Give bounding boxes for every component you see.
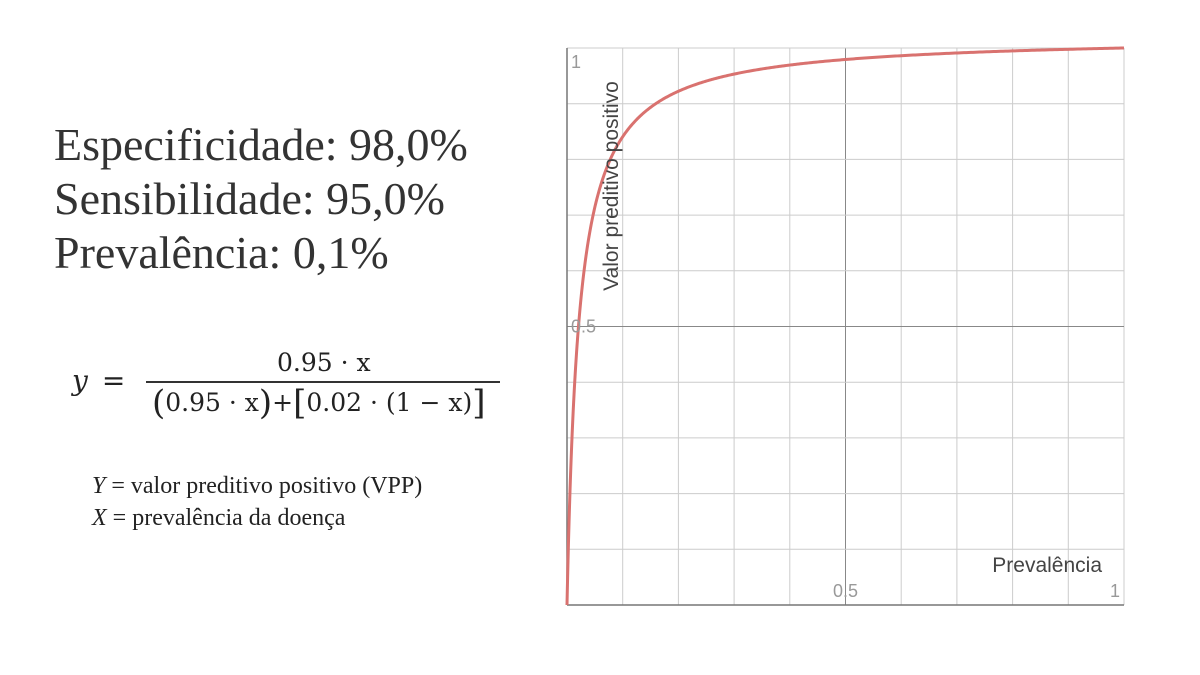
- legend-y-text: = valor preditivo positivo (VPP): [105, 473, 423, 499]
- x-tick-label: 1: [1110, 581, 1120, 601]
- formula-den-op: +: [272, 388, 294, 417]
- x-axis-title: Prevalência: [992, 554, 1102, 577]
- formula-fraction-bar: [146, 381, 500, 383]
- ppv-curve: [565, 46, 1125, 607]
- formula-denominator: (0.95 · x)+[0.02 · (1 − x)]: [152, 383, 486, 423]
- legend-x: X = prevalência da doença: [92, 502, 422, 534]
- legend-y-variable: Y: [92, 473, 106, 499]
- specificity-label: Especificidade: 98,0%: [54, 119, 468, 170]
- formula-equals: =: [101, 364, 126, 397]
- y-tick-label: 0.5: [571, 317, 596, 337]
- y-axis-title: Valor preditivo positivo: [600, 81, 623, 291]
- formula-y-variable: y: [72, 364, 88, 397]
- legend-x-variable: X: [92, 505, 107, 531]
- legend-y: Y = valor preditivo positivo (VPP): [92, 470, 422, 502]
- formula-numerator: 0.95 · x: [277, 348, 371, 377]
- y-tick-label: 1: [571, 52, 581, 72]
- legend-x-text: = prevalência da doença: [106, 505, 346, 531]
- test-stats: Especificidade: 98,0% Sensibilidade: 95,…: [54, 118, 468, 280]
- formula-lhs: y =: [72, 364, 125, 397]
- sensitivity-label: Sensibilidade: 95,0%: [54, 173, 445, 224]
- formula-den-left: 0.95 · x: [165, 388, 259, 417]
- x-tick-label: 0.5: [833, 581, 858, 601]
- prevalence-label: Prevalência: 0,1%: [54, 227, 389, 278]
- formula-den-right: 0.02 · (1 − x): [306, 388, 473, 417]
- variable-legend: Y = valor preditivo positivo (VPP) X = p…: [92, 470, 422, 534]
